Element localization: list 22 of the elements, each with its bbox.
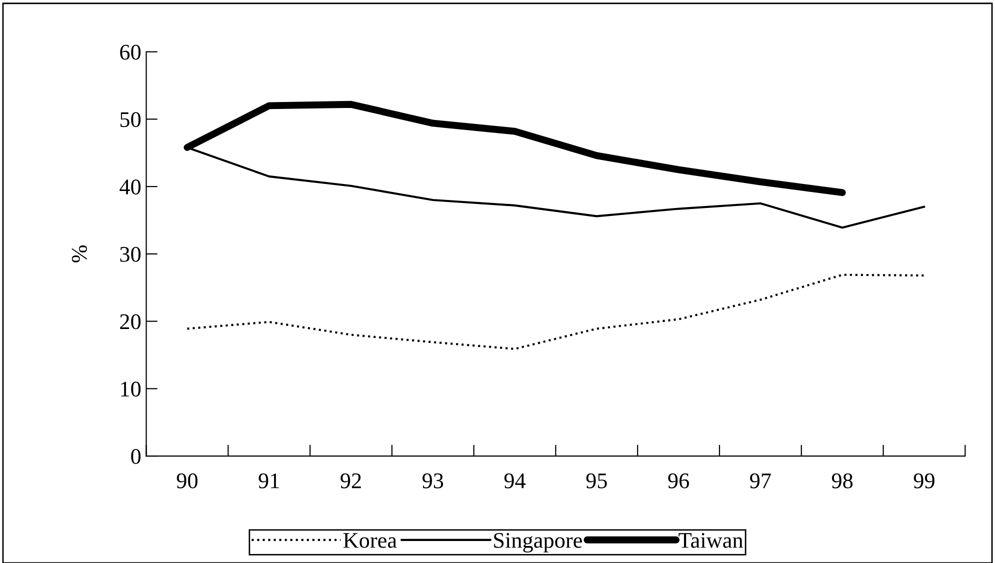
y-tick-label: 50 [120, 112, 141, 128]
y-tick-label: 30 [120, 246, 141, 262]
line-series [186, 274, 926, 350]
x-tick-label: 96 [668, 473, 689, 488]
x-tick-label: 98 [832, 473, 853, 488]
x-tick-label: 95 [586, 473, 607, 488]
y-tick-label: 40 [120, 179, 141, 194]
y-tick-label: 10 [121, 382, 141, 397]
legend-label: Korea [343, 533, 397, 548]
y-tick-label: 60 [120, 44, 141, 60]
x-tick-label: 93 [422, 473, 444, 488]
x-tick-label: 90 [176, 473, 198, 488]
y-tick-label: 0 [131, 448, 141, 464]
x-tick-label: 99 [914, 473, 934, 488]
y-tick-label: 20 [120, 314, 141, 330]
x-tick-label: 97 [750, 473, 771, 488]
x-tick-label: 92 [340, 473, 361, 488]
x-tick-label: 94 [504, 473, 526, 488]
x-tick-label: 91 [258, 473, 279, 488]
y-axis-title: % [72, 245, 87, 262]
legend-label: Taiwan [678, 532, 744, 548]
legend-label: Singapore [494, 532, 582, 552]
